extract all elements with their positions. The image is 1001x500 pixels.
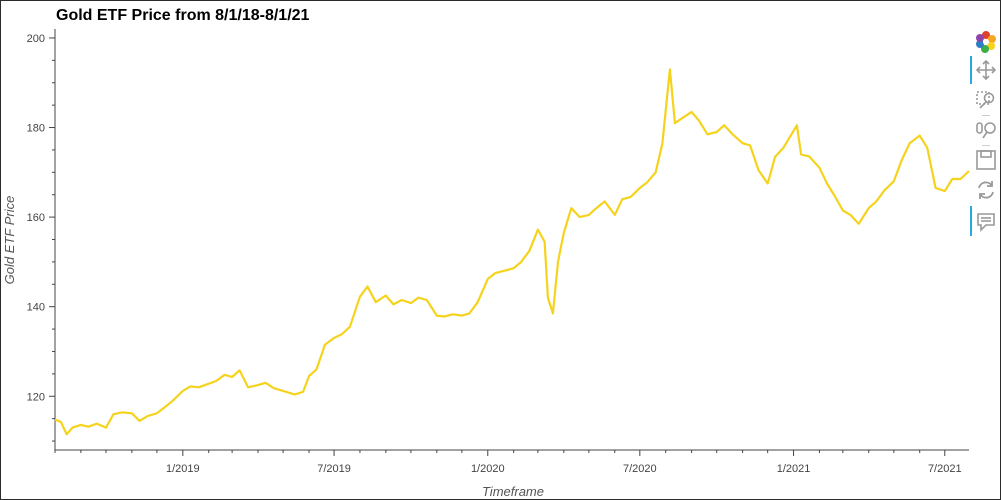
y-axis-label: Gold ETF Price	[2, 196, 17, 285]
series-line	[54, 68, 970, 436]
reset-icon[interactable]	[974, 178, 998, 202]
y-tick-label: 140	[27, 302, 45, 314]
x-tick-label: 1/2020	[471, 463, 505, 475]
x-tick-label: 7/2021	[928, 463, 962, 475]
y-tick-label: 120	[27, 391, 45, 403]
x-tick-label: 1/2021	[777, 463, 811, 475]
pan-active-indicator	[970, 56, 972, 84]
y-tick-label: 200	[27, 33, 45, 45]
x-tick-label: 7/2020	[623, 463, 657, 475]
toolbar-separator	[982, 115, 990, 116]
chart-toolbar	[970, 28, 1000, 248]
x-tick-label: 1/2019	[166, 463, 200, 475]
x-axis-label: Timeframe	[482, 484, 544, 499]
wheel-zoom-icon[interactable]	[974, 118, 998, 142]
toolbar-separator	[982, 145, 990, 146]
y-tick-label: 180	[27, 123, 45, 135]
y-tick-label: 160	[27, 212, 45, 224]
box-zoom-icon[interactable]	[974, 88, 998, 112]
hover-active-indicator	[970, 206, 972, 236]
hover-icon[interactable]	[974, 210, 998, 234]
save-icon[interactable]	[974, 148, 998, 172]
x-tick-label: 7/2019	[317, 463, 351, 475]
bokeh-logo-icon[interactable]	[974, 30, 998, 54]
chart-title: Gold ETF Price from 8/1/18-8/1/21	[56, 7, 310, 24]
pan-icon[interactable]	[974, 58, 998, 82]
